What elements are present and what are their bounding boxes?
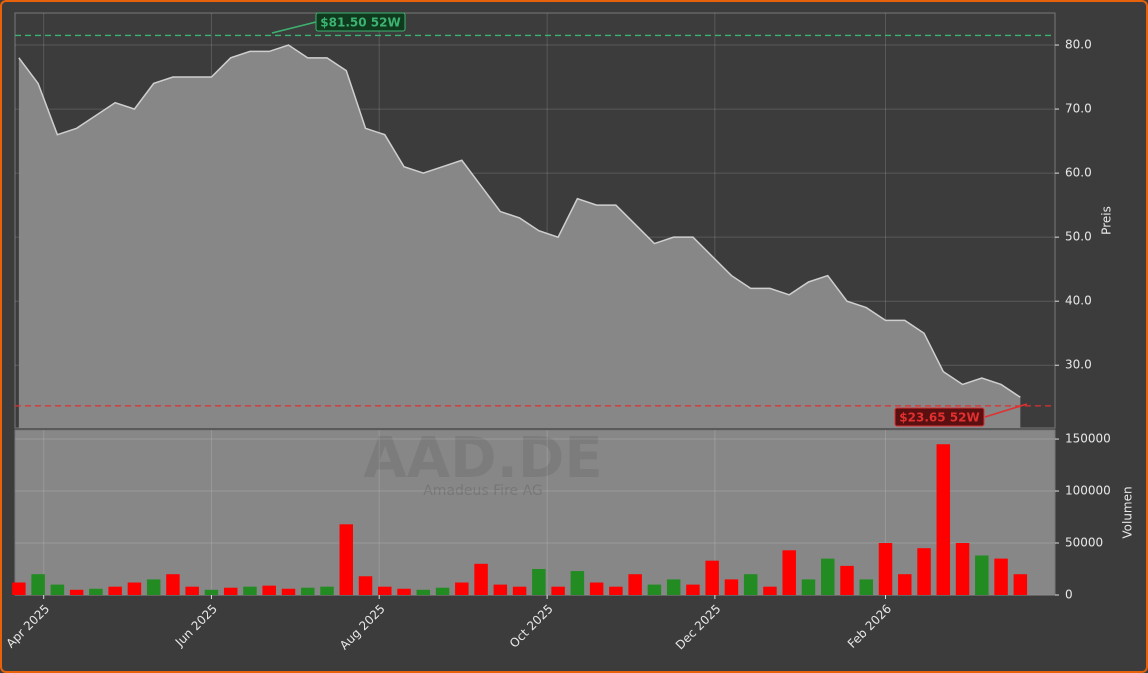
volume-bar	[339, 524, 353, 595]
volume-bar	[898, 574, 912, 595]
volume-bar	[666, 579, 681, 595]
volume-bar	[975, 555, 989, 595]
volume-bar	[763, 586, 777, 595]
x-tick-label: Oct 2025	[507, 602, 556, 651]
volume-bar	[647, 584, 662, 595]
y-tick-label: 100000	[1065, 484, 1111, 498]
volume-bar	[204, 589, 219, 595]
annotation-box	[894, 407, 985, 427]
volume-bar	[108, 586, 122, 595]
volume-bar	[281, 588, 296, 595]
y-tick-label: 50000	[1065, 536, 1103, 550]
volume-bar	[801, 579, 816, 595]
volume-bar	[570, 571, 585, 595]
volume-bar	[917, 548, 931, 595]
volume-bar	[840, 565, 854, 595]
y-axis-label: Volumen	[1121, 486, 1135, 538]
volume-bar	[50, 584, 65, 595]
volume-bar	[397, 588, 411, 595]
watermark: AAD.DE	[363, 426, 602, 491]
volume-bar	[31, 574, 45, 595]
volume-bar	[821, 558, 835, 595]
volume-bar	[1013, 574, 1028, 595]
x-tick-label: Apr 2025	[3, 602, 52, 651]
y-tick-label: 60.0	[1065, 166, 1092, 180]
volume-bar	[782, 550, 796, 595]
volume-bar	[146, 579, 161, 595]
volume-bar	[127, 582, 142, 595]
price-area	[18, 45, 1021, 428]
volume-bar	[455, 582, 469, 595]
price-line	[18, 44, 1021, 398]
y-tick-label: 80.0	[1065, 38, 1092, 52]
volume-bar	[878, 543, 893, 595]
volume-bar	[936, 444, 951, 595]
volume-bar	[589, 582, 604, 595]
annotation-label: $81.50 52W	[320, 16, 400, 30]
y-tick-label: 150000	[1065, 432, 1111, 446]
volume-bar	[628, 574, 642, 595]
volume-bar	[416, 589, 431, 595]
volume-bar	[320, 586, 334, 595]
watermark-subtitle: Amadeus Fire AG	[423, 483, 543, 499]
volume-bar	[493, 584, 508, 595]
annotation-box	[315, 12, 406, 32]
volume-bar	[512, 586, 527, 595]
volume-bar	[474, 563, 488, 595]
y-tick-label: 70.0	[1065, 102, 1092, 116]
volume-bar	[243, 586, 257, 595]
y-tick-label: 30.0	[1065, 358, 1092, 372]
volume-bar	[743, 574, 758, 595]
volume-bar	[185, 586, 199, 595]
volume-bar	[12, 582, 26, 595]
volume-bar	[686, 584, 700, 595]
annotation-arrow	[271, 21, 317, 34]
volume-bar	[955, 543, 970, 595]
volume-bar	[89, 588, 103, 595]
y-tick-label: 0	[1065, 588, 1073, 602]
annotation-label: $23.65 52W	[899, 411, 979, 425]
volume-bar	[609, 586, 623, 595]
x-tick-label: Dec 2025	[673, 602, 724, 653]
volume-bar	[262, 585, 276, 595]
x-tick-label: Jun 2025	[172, 602, 220, 650]
x-tick-label: Feb 2026	[845, 602, 894, 651]
volume-bar	[724, 579, 739, 595]
volume-bar	[358, 576, 373, 595]
y-tick-label: 40.0	[1065, 294, 1092, 308]
volume-bar	[69, 589, 84, 595]
volume-bar	[166, 574, 180, 595]
volume-bar	[301, 587, 315, 595]
y-axis-label: Preis	[1100, 206, 1114, 235]
volume-bar	[435, 587, 450, 595]
volume-bar	[994, 558, 1008, 595]
volume-bar	[551, 586, 565, 595]
volume-bar	[223, 587, 238, 595]
x-tick-label: Aug 2025	[337, 602, 388, 653]
annotation-arrow	[984, 403, 1028, 418]
volume-bar	[378, 586, 392, 595]
volume-bar	[705, 560, 719, 595]
volume-bar	[859, 579, 873, 595]
y-tick-label: 50.0	[1065, 230, 1092, 244]
volume-bar	[532, 569, 546, 595]
